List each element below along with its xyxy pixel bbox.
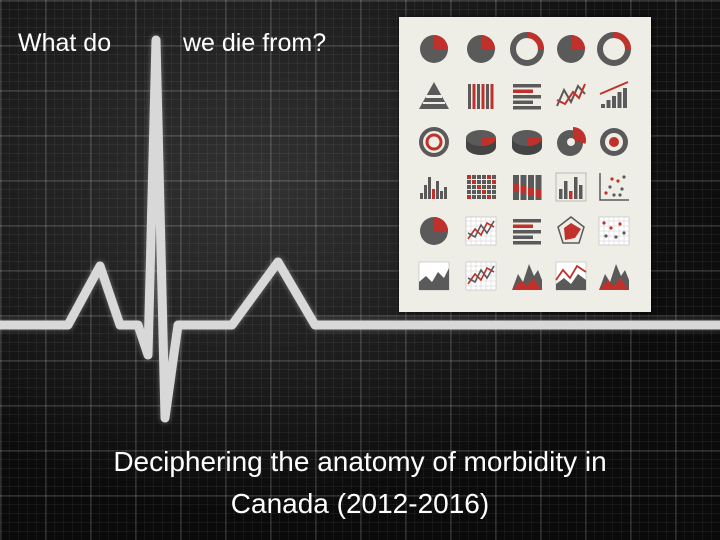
stacked-bar-chart-icon	[513, 175, 542, 200]
subtitle: Deciphering the anatomy of morbidity in …	[0, 441, 720, 525]
subtitle-line-2: Canada (2012-2016)	[230, 488, 490, 519]
pie-chart-icon	[420, 35, 448, 63]
ring-chart-icon	[419, 127, 449, 157]
trend-bar-chart-icon	[599, 81, 629, 108]
histogram-icon	[420, 177, 447, 199]
vertical-bar-chart-icon	[468, 84, 494, 109]
donut-chart-icon	[510, 32, 544, 66]
pie-chart-icon	[557, 35, 585, 63]
pie-chart-icon	[467, 35, 495, 63]
3d-pie-chart-icon	[512, 130, 542, 155]
scatter-grid-icon	[598, 216, 630, 246]
mountain-chart-icon	[599, 264, 629, 290]
subtitle-line-1: Deciphering the anatomy of morbidity in	[113, 446, 607, 477]
radar-chart-icon	[557, 216, 585, 244]
line-chart-icon	[556, 83, 586, 107]
exploded-pie-chart-icon	[557, 127, 586, 156]
scatter-plot-icon	[599, 173, 629, 201]
horizontal-bar-chart-icon	[513, 84, 541, 110]
heatmap-grid-icon	[467, 175, 496, 199]
chart-icon-panel	[399, 17, 651, 312]
donut-chart-icon	[597, 32, 631, 66]
target-chart-icon	[600, 128, 628, 156]
area-chart-icon	[418, 261, 450, 291]
mountain-chart-icon	[512, 264, 542, 290]
title-right: we die from?	[183, 29, 327, 57]
3d-pie-chart-icon	[466, 130, 496, 155]
area-line-chart-icon	[555, 261, 587, 291]
pyramid-chart-icon	[419, 82, 449, 109]
pie-chart-icon	[420, 217, 448, 245]
title-left: What do	[18, 29, 112, 57]
bar-chart-icon	[555, 172, 587, 202]
line-grid-chart-icon	[465, 261, 497, 291]
line-grid-chart-icon	[465, 216, 497, 246]
horizontal-bar-chart-icon	[513, 219, 541, 245]
